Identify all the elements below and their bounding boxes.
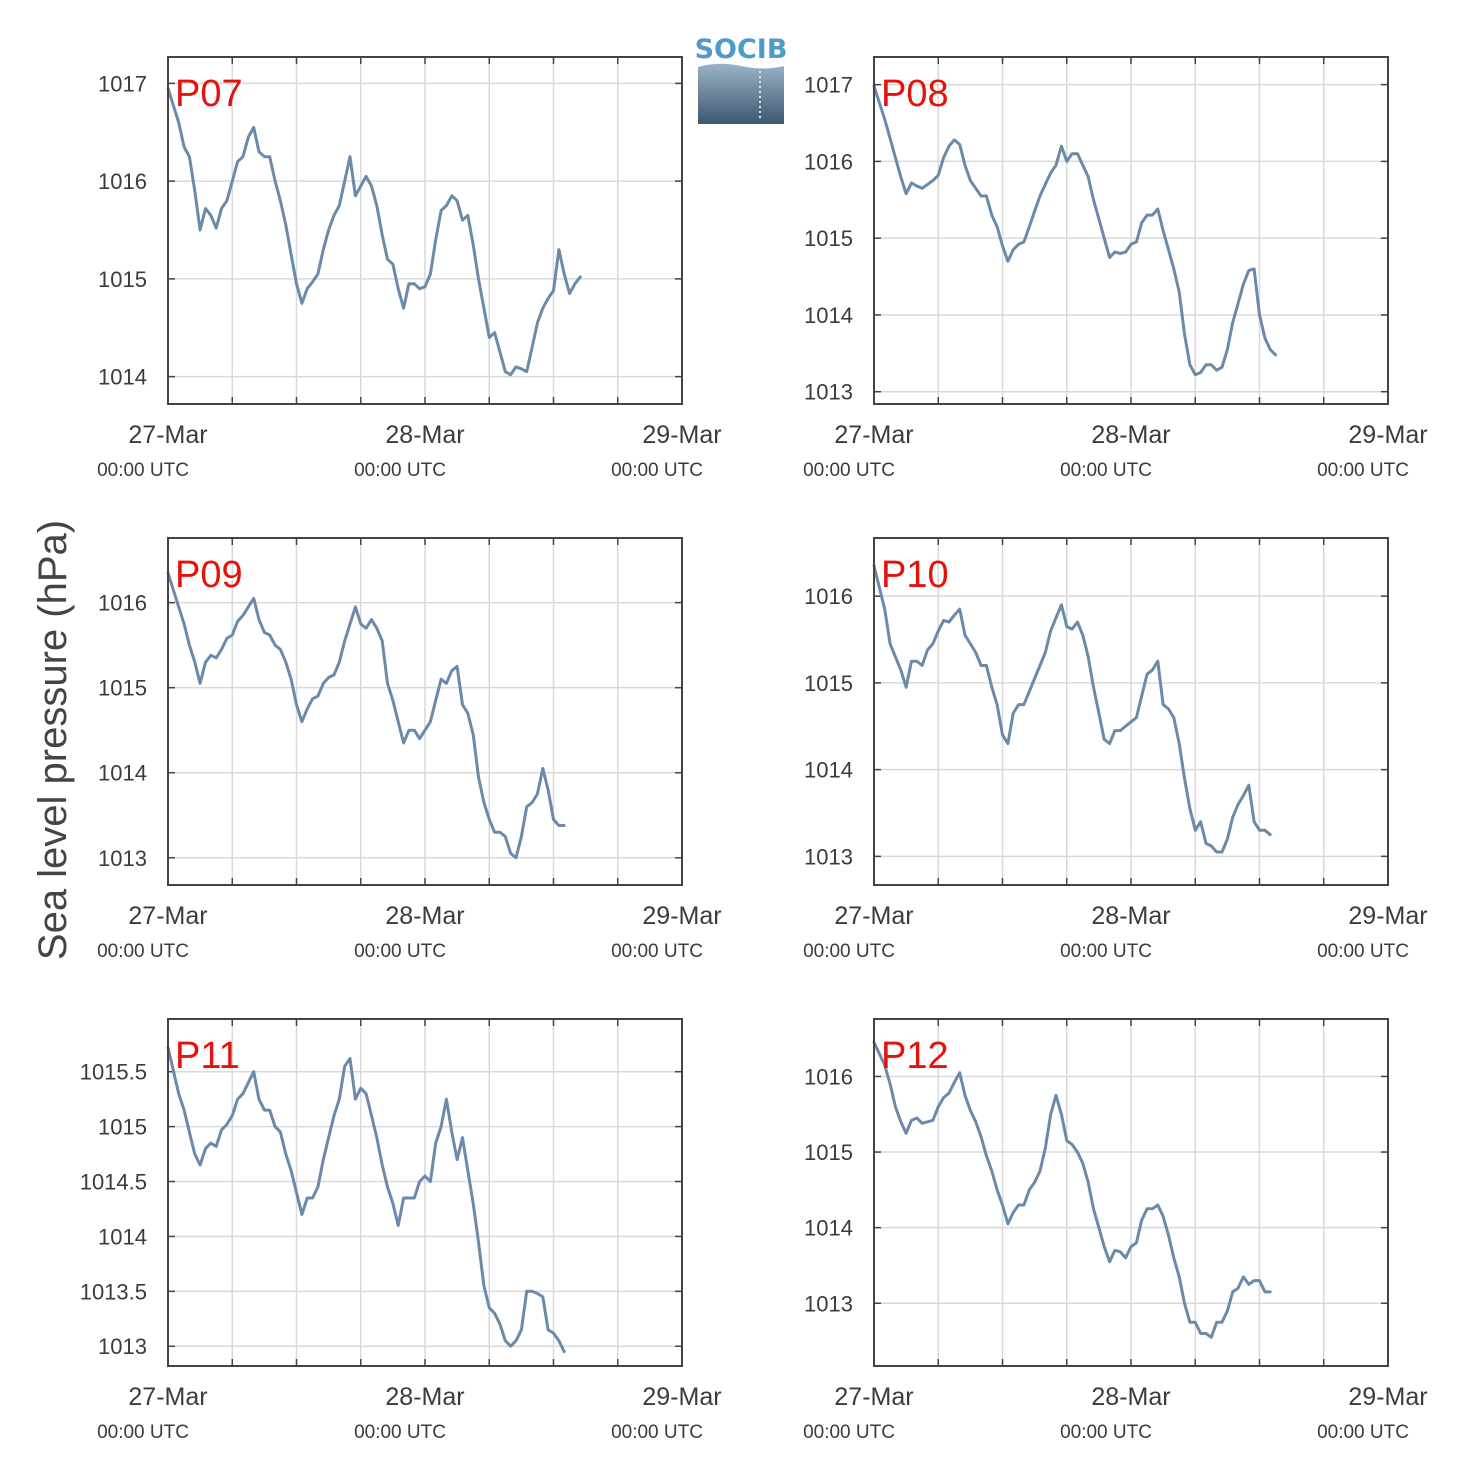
panel-label-p12: P12 <box>881 1035 949 1077</box>
x-tick-label-day: 28-Mar <box>385 421 464 449</box>
plot-frame <box>873 537 1389 886</box>
x-tick-label-time: 00:00 UTC <box>97 941 189 962</box>
x-tick-label-time: 00:00 UTC <box>1060 460 1152 481</box>
x-tick-label-time: 00:00 UTC <box>611 941 703 962</box>
x-tick-label-time: 00:00 UTC <box>1317 1422 1409 1443</box>
x-tick-label-time: 00:00 UTC <box>1060 941 1152 962</box>
y-tick-label: 1013.5 <box>80 1279 147 1304</box>
panel-p11: 1013 1013.5 1014 1014.5 1015 1015.5 27-Mar 00:0… <box>80 1018 722 1443</box>
x-tick-label-day: 27-Mar <box>128 1383 207 1411</box>
y-tick-label: 1017 <box>804 73 853 98</box>
y-tick-label: 1013 <box>804 1291 853 1316</box>
x-tick-label-day: 29-Mar <box>1348 421 1427 449</box>
x-tick-label-day: 29-Mar <box>642 1383 721 1411</box>
x-tick-label-time: 00:00 UTC <box>803 460 895 481</box>
y-tick-label: 1015 <box>98 1115 147 1140</box>
x-tick-label-time: 00:00 UTC <box>611 1422 703 1443</box>
panel-p08: 1013 1014 1015 1016 1017 27-Mar 00:00 UTC 28-Ma… <box>803 56 1428 481</box>
panel-p12: 1013 1014 1015 1016 27-Mar 00:00 UTC 28-Mar 00:… <box>803 1018 1428 1443</box>
panel-label-p11: P11 <box>175 1035 240 1077</box>
y-tick-label: 1016 <box>98 591 147 616</box>
x-tick-label-time: 00:00 UTC <box>1317 460 1409 481</box>
logo-wave-shape <box>698 63 784 124</box>
y-tick-label: 1015 <box>98 676 147 701</box>
y-tick-label: 1014 <box>98 1224 147 1249</box>
y-tick-label: 1013 <box>98 1334 147 1359</box>
series-line-p07 <box>166 86 582 377</box>
series-line-p12 <box>872 1040 1272 1339</box>
y-tick-label: 1013 <box>804 380 853 405</box>
x-tick-label-day: 28-Mar <box>385 902 464 930</box>
y-tick-label: 1014 <box>804 1216 853 1241</box>
y-tick-label: 1015 <box>804 1140 853 1165</box>
y-tick-label: 1016 <box>98 169 147 194</box>
series-line-p09 <box>166 571 566 860</box>
panel-label-p07: P07 <box>175 73 243 115</box>
y-tick-label: 1014.5 <box>80 1170 147 1195</box>
x-tick-label-time: 00:00 UTC <box>354 1422 446 1443</box>
plot-frame <box>873 1018 1389 1367</box>
plot-frame <box>167 56 683 405</box>
series-line-p10 <box>872 564 1272 854</box>
y-tick-label: 1014 <box>804 303 853 328</box>
x-tick-label-time: 00:00 UTC <box>611 460 703 481</box>
y-tick-label: 1016 <box>804 1064 853 1089</box>
x-tick-label-day: 29-Mar <box>642 902 721 930</box>
y-tick-label: 1015 <box>98 267 147 292</box>
x-tick-label-time: 00:00 UTC <box>97 1422 189 1443</box>
x-tick-label-day: 29-Mar <box>1348 902 1427 930</box>
plot-frame <box>873 56 1389 405</box>
x-tick-label-day: 28-Mar <box>385 1383 464 1411</box>
x-tick-label-day: 27-Mar <box>128 421 207 449</box>
panel-label-p09: P09 <box>175 554 243 596</box>
y-tick-label: 1015 <box>804 671 853 696</box>
series-line-p11 <box>166 1046 566 1354</box>
x-tick-label-time: 00:00 UTC <box>803 1422 895 1443</box>
x-tick-label-time: 00:00 UTC <box>97 460 189 481</box>
x-tick-label-day: 27-Mar <box>834 1383 913 1411</box>
y-tick-label: 1013 <box>804 844 853 869</box>
y-tick-label: 1016 <box>804 584 853 609</box>
plot-frame <box>167 1018 683 1367</box>
panel-p07: 1014 1015 1016 1017 27-Mar 00:00 UTC 28-Mar 00:… <box>97 56 722 481</box>
y-tick-label: 1016 <box>804 149 853 174</box>
y-tick-label: 1014 <box>804 758 853 783</box>
x-tick-label-time: 00:00 UTC <box>1060 1422 1152 1443</box>
x-tick-label-day: 27-Mar <box>834 421 913 449</box>
logo-text: SOCIB <box>695 34 788 65</box>
y-tick-label: 1014 <box>98 365 147 390</box>
x-tick-label-day: 29-Mar <box>1348 1383 1427 1411</box>
plot-frame <box>167 537 683 886</box>
panel-p10: 1013 1014 1015 1016 27-Mar 00:00 UTC 28-Mar 00:… <box>803 537 1428 962</box>
y-axis-label: Sea level pressure (hPa) <box>31 520 75 960</box>
socib-logo: SOCIB <box>695 34 788 124</box>
panels-layer: 1014 1015 1016 1017 27-Mar 00:00 UTC 28-Mar 00:… <box>80 56 1428 1443</box>
y-tick-label: 1017 <box>98 71 147 96</box>
y-tick-label: 1015 <box>804 226 853 251</box>
panel-p09: 1013 1014 1015 1016 27-Mar 00:00 UTC 28-Mar 00:… <box>97 537 722 962</box>
x-tick-label-time: 00:00 UTC <box>354 460 446 481</box>
panel-label-p08: P08 <box>881 73 949 115</box>
x-tick-label-day: 28-Mar <box>1091 1383 1170 1411</box>
x-tick-label-day: 29-Mar <box>642 421 721 449</box>
x-tick-label-day: 27-Mar <box>834 902 913 930</box>
y-tick-label: 1014 <box>98 761 147 786</box>
x-tick-label-time: 00:00 UTC <box>1317 941 1409 962</box>
series-line-p08 <box>872 84 1278 377</box>
x-tick-label-time: 00:00 UTC <box>354 941 446 962</box>
panel-label-p10: P10 <box>881 554 949 596</box>
y-tick-label: 1015.5 <box>80 1060 147 1085</box>
x-tick-label-day: 28-Mar <box>1091 902 1170 930</box>
x-tick-label-time: 00:00 UTC <box>803 941 895 962</box>
x-tick-label-day: 27-Mar <box>128 902 207 930</box>
y-tick-label: 1013 <box>98 846 147 871</box>
x-tick-label-day: 28-Mar <box>1091 421 1170 449</box>
